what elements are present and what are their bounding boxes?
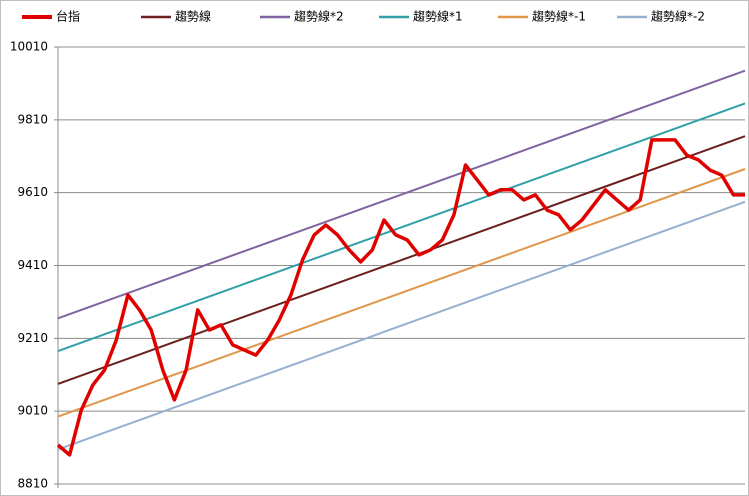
legend-label: 台指 xyxy=(56,9,80,24)
legend-label: 趨勢線 xyxy=(175,9,211,24)
y-tick-label: 8810 xyxy=(17,477,48,491)
legend-label: 趨勢線*-2 xyxy=(651,9,705,24)
y-tick-label: 9410 xyxy=(17,258,48,272)
legend-label: 趨勢線*2 xyxy=(294,9,344,24)
legend-label: 趨勢線*-1 xyxy=(532,9,586,24)
trend-line xyxy=(57,69,746,320)
y-tick-label: 9010 xyxy=(17,404,48,418)
y-tick-label: 9810 xyxy=(17,112,48,126)
legend-label: 趨勢線*1 xyxy=(413,9,463,24)
y-tick-label: 9210 xyxy=(17,331,48,345)
y-tick-label: 10010 xyxy=(10,40,48,54)
trend-line xyxy=(57,135,746,385)
trend-line xyxy=(57,102,746,353)
y-tick-label: 9610 xyxy=(17,185,48,199)
index-line xyxy=(56,138,745,457)
trend-line xyxy=(57,200,746,451)
